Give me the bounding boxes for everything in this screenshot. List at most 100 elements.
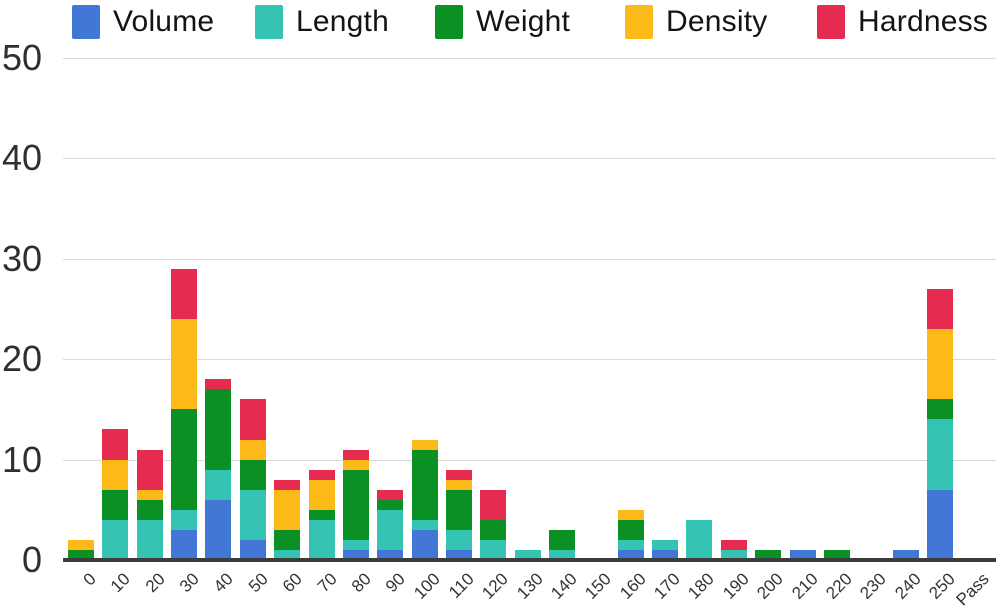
legend-swatch-volume: [72, 5, 100, 39]
bar-segment-170-volume[interactable]: [652, 550, 678, 560]
y-axis-label-50: 50: [1, 37, 42, 78]
legend-label-hardness: Hardness: [858, 5, 988, 38]
bar-segment-170-length[interactable]: [652, 540, 678, 550]
bar-segment-50-hardness[interactable]: [240, 399, 266, 440]
bar-segment-60-weight[interactable]: [274, 530, 300, 550]
legend-swatch-weight: [435, 5, 463, 39]
bar-segment-240-volume[interactable]: [893, 550, 919, 560]
y-axis-label-0: 0: [21, 539, 42, 580]
bar-segment-0-density[interactable]: [68, 540, 94, 550]
bar-segment-40-hardness[interactable]: [205, 379, 231, 389]
bar-segment-50-density[interactable]: [240, 440, 266, 460]
bar-segment-190-length[interactable]: [721, 550, 747, 560]
y-axis-label-40: 40: [1, 137, 42, 178]
bar-segment-50-length[interactable]: [240, 490, 266, 540]
bar-segment-30-weight[interactable]: [171, 409, 197, 510]
bar-segment-90-weight[interactable]: [377, 500, 403, 510]
bar-segment-80-density[interactable]: [343, 460, 369, 470]
bar-segment-80-length[interactable]: [343, 540, 369, 550]
bar-segment-40-volume[interactable]: [205, 500, 231, 560]
bar-segment-90-volume[interactable]: [377, 550, 403, 560]
bar-segment-10-length[interactable]: [102, 520, 128, 560]
bar-segment-100-length[interactable]: [412, 520, 438, 530]
bar-segment-140-weight[interactable]: [549, 530, 575, 550]
legend-item-length[interactable]: Length: [255, 2, 389, 42]
legend-item-volume[interactable]: Volume: [72, 2, 214, 42]
legend-item-hardness[interactable]: Hardness: [817, 2, 988, 42]
legend-swatch-density: [625, 5, 653, 39]
bar-segment-60-hardness[interactable]: [274, 480, 300, 490]
bar-segment-60-density[interactable]: [274, 490, 300, 530]
bar-segment-100-density[interactable]: [412, 440, 438, 450]
bar-segment-220-weight[interactable]: [824, 550, 850, 560]
bar-segment-110-length[interactable]: [446, 530, 472, 550]
legend-swatch-hardness: [817, 5, 845, 39]
bar-segment-30-length[interactable]: [171, 510, 197, 530]
bar-segment-190-hardness[interactable]: [721, 540, 747, 550]
legend-item-weight[interactable]: Weight: [435, 2, 570, 42]
bar-segment-90-hardness[interactable]: [377, 490, 403, 500]
bar-segment-90-length[interactable]: [377, 510, 403, 550]
bar-segment-20-length[interactable]: [137, 520, 163, 560]
bar-segment-120-hardness[interactable]: [480, 490, 506, 520]
bar-segment-70-density[interactable]: [309, 480, 335, 510]
bar-segment-50-weight[interactable]: [240, 460, 266, 490]
legend-label-volume: Volume: [113, 5, 215, 38]
bar-segment-110-volume[interactable]: [446, 550, 472, 560]
bar-segment-30-volume[interactable]: [171, 530, 197, 560]
y-axis-label-20: 20: [1, 338, 42, 379]
bar-segment-100-volume[interactable]: [412, 530, 438, 560]
bar-segment-250-length[interactable]: [927, 419, 953, 490]
bar-segment-180-length[interactable]: [686, 520, 712, 560]
bar-segment-70-length[interactable]: [309, 520, 335, 560]
bar-segment-250-hardness[interactable]: [927, 289, 953, 329]
bar-segment-70-hardness[interactable]: [309, 470, 335, 480]
bar-segment-250-weight[interactable]: [927, 399, 953, 419]
bar-segment-30-hardness[interactable]: [171, 269, 197, 319]
bar-segment-20-density[interactable]: [137, 490, 163, 500]
legend-label-length: Length: [296, 5, 389, 38]
bar-segment-10-hardness[interactable]: [102, 429, 128, 460]
gridline-40: [63, 158, 996, 159]
gridline-20: [63, 359, 996, 360]
bar-segment-40-length[interactable]: [205, 470, 231, 500]
bar-segment-250-density[interactable]: [927, 329, 953, 399]
bar-segment-20-weight[interactable]: [137, 500, 163, 520]
bar-segment-60-length[interactable]: [274, 550, 300, 560]
legend-label-weight: Weight: [476, 5, 571, 38]
bar-segment-80-weight[interactable]: [343, 470, 369, 540]
bar-segment-160-weight[interactable]: [618, 520, 644, 540]
bar-segment-100-weight[interactable]: [412, 450, 438, 520]
legend-swatch-length: [255, 5, 283, 39]
bar-segment-130-length[interactable]: [515, 550, 541, 560]
bar-segment-200-weight[interactable]: [755, 550, 781, 560]
bar-segment-30-density[interactable]: [171, 319, 197, 409]
legend-item-density[interactable]: Density: [625, 2, 767, 42]
bar-segment-40-weight[interactable]: [205, 389, 231, 470]
bar-segment-50-volume[interactable]: [240, 540, 266, 560]
bar-segment-10-density[interactable]: [102, 460, 128, 490]
bar-segment-160-density[interactable]: [618, 510, 644, 520]
y-axis-label-10: 10: [1, 439, 42, 480]
bar-segment-10-weight[interactable]: [102, 490, 128, 520]
bar-segment-120-weight[interactable]: [480, 520, 506, 540]
bar-segment-0-weight[interactable]: [68, 550, 94, 560]
bar-segment-120-length[interactable]: [480, 540, 506, 560]
gridline-10: [63, 460, 996, 461]
bar-segment-70-weight[interactable]: [309, 510, 335, 520]
bar-segment-210-volume[interactable]: [790, 550, 816, 560]
bar-segment-20-hardness[interactable]: [137, 450, 163, 490]
bar-segment-80-hardness[interactable]: [343, 450, 369, 460]
y-axis-label-30: 30: [1, 238, 42, 279]
bar-segment-160-volume[interactable]: [618, 550, 644, 560]
bar-segment-110-weight[interactable]: [446, 490, 472, 530]
bar-segment-160-length[interactable]: [618, 540, 644, 550]
bar-segment-250-volume[interactable]: [927, 490, 953, 560]
gridline-50: [63, 58, 996, 59]
bar-segment-140-length[interactable]: [549, 550, 575, 560]
bar-segment-110-density[interactable]: [446, 480, 472, 490]
bar-segment-110-hardness[interactable]: [446, 470, 472, 480]
bar-segment-80-volume[interactable]: [343, 550, 369, 560]
x-axis-line: [63, 558, 996, 562]
